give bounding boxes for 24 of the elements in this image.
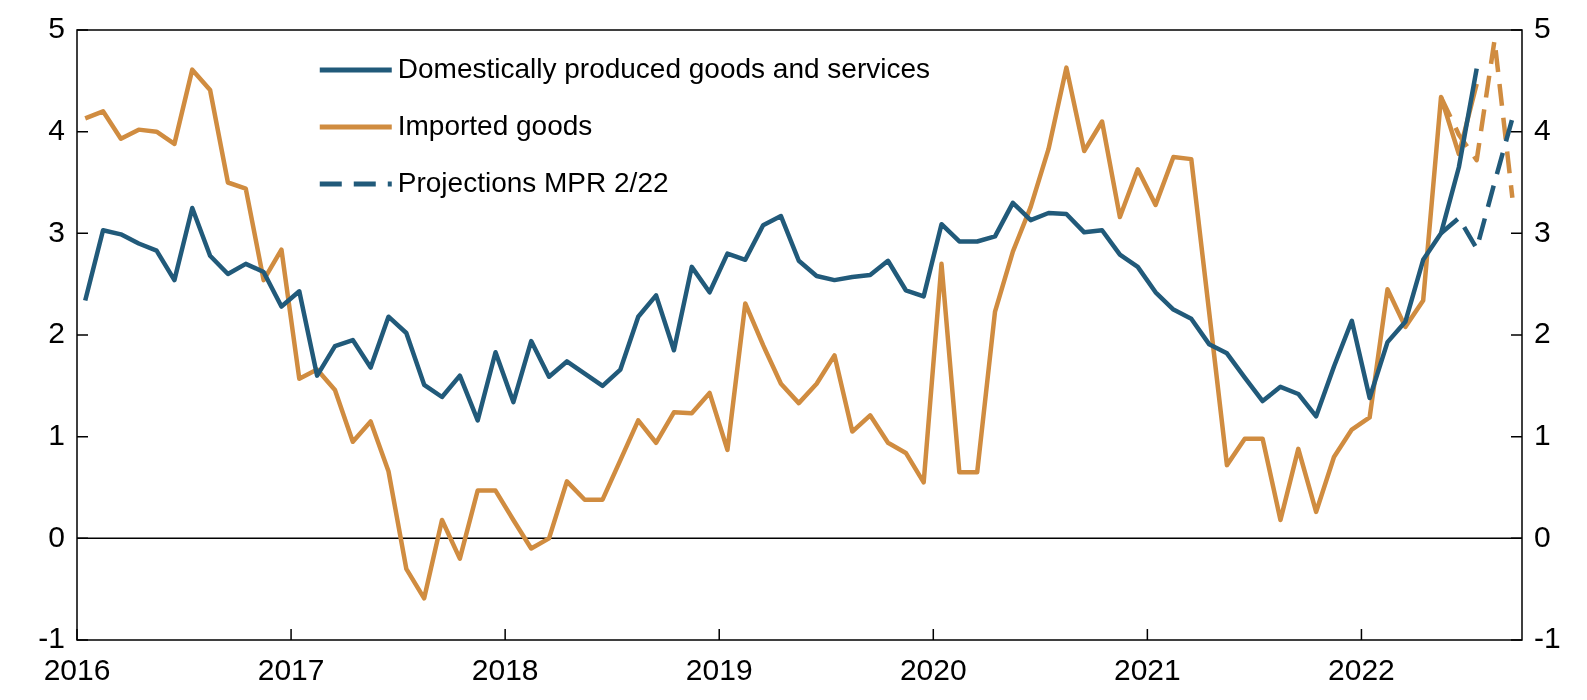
y2-tick-label: -1 bbox=[1534, 621, 1561, 655]
y-tick-label: 4 bbox=[48, 112, 65, 146]
y-tick-label: 1 bbox=[48, 417, 65, 451]
x-tick-label: 2021 bbox=[1114, 653, 1181, 687]
y-tick-label: 3 bbox=[48, 214, 65, 248]
y2-tick-label: 1 bbox=[1534, 417, 1551, 451]
y2-tick-label: 3 bbox=[1534, 214, 1551, 248]
x-tick-label: 2017 bbox=[257, 653, 325, 687]
x-tick-label: 2018 bbox=[471, 653, 539, 687]
legend-label: Projections MPR 2/22 bbox=[397, 166, 669, 198]
y-tick-label: 5 bbox=[48, 11, 65, 45]
legend-label: Domestically produced goods and services bbox=[397, 52, 931, 84]
x-tick-label: 2016 bbox=[43, 653, 111, 687]
y2-tick-label: 2 bbox=[1534, 316, 1551, 350]
x-tick-label: 2022 bbox=[1328, 653, 1395, 687]
y-tick-label: 0 bbox=[48, 519, 65, 553]
x-tick-label: 2019 bbox=[685, 653, 753, 687]
y-tick-label: -1 bbox=[38, 621, 65, 655]
y2-tick-label: 0 bbox=[1534, 519, 1551, 553]
x-tick-label: 2020 bbox=[899, 653, 967, 687]
legend-label: Imported goods bbox=[397, 109, 593, 141]
y2-tick-label: 4 bbox=[1534, 112, 1551, 146]
y-tick-label: 2 bbox=[48, 316, 65, 350]
y2-tick-label: 5 bbox=[1534, 11, 1551, 45]
